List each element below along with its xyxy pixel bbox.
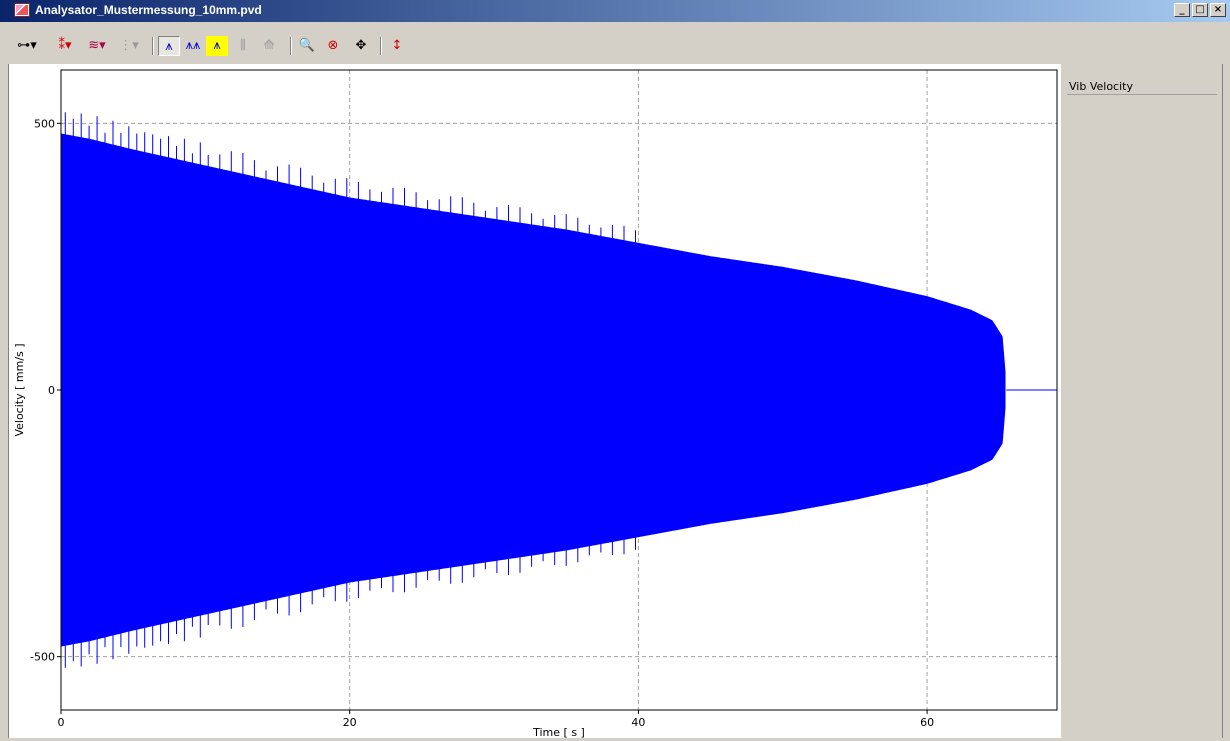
signal-envelope bbox=[60, 133, 1006, 647]
legend-panel: Vib Velocity bbox=[1060, 64, 1222, 738]
x-tick-label: 0 bbox=[58, 716, 65, 729]
close-button[interactable]: × bbox=[1210, 3, 1226, 17]
zoom-icon[interactable]: 🔍 bbox=[298, 38, 316, 53]
y-axis-label: Velocity [ mm/s ] bbox=[13, 343, 26, 436]
double-peak-icon[interactable]: ⩚⩚ bbox=[185, 38, 201, 53]
toolbar-separator bbox=[380, 37, 382, 55]
title-bar: Analysator_Mustermessung_10mm.pvd _ □ × bbox=[0, 0, 1230, 22]
window-edge bbox=[1222, 64, 1230, 738]
toolbar: ⊶▾ ⁑▾ ≋▾ ⋮▾ ⩚ ⩚⩚ ⩚ ⫼ ⟰ 🔍 ⊗ ✥ ↕ bbox=[0, 22, 1230, 64]
legend-divider bbox=[1067, 94, 1217, 95]
multi-peak-icon[interactable]: ⫼ bbox=[240, 38, 246, 53]
toolbar-separator bbox=[152, 37, 154, 55]
window-title: Analysator_Mustermessung_10mm.pvd bbox=[35, 3, 262, 17]
y-tick-label: 0 bbox=[48, 384, 55, 397]
cursor-tool-icon[interactable]: ⊶▾ bbox=[17, 38, 37, 53]
peak-view-icon[interactable]: ⩚ bbox=[158, 36, 180, 56]
x-tick-label: 20 bbox=[343, 716, 357, 729]
legend-channel-label[interactable]: Vib Velocity bbox=[1069, 80, 1133, 93]
minimize-button[interactable]: _ bbox=[1174, 3, 1190, 17]
highlight-peak-icon[interactable]: ⩚ bbox=[206, 36, 228, 56]
plot-area[interactable]: 0 20 40 60 500 0 -500 Time [ s ] Velocity [ mm/s… bbox=[8, 64, 1060, 739]
scale-icon[interactable]: ↕ bbox=[391, 38, 403, 53]
filter-tool-icon[interactable]: ≋▾ bbox=[88, 38, 106, 53]
maximize-button[interactable]: □ bbox=[1192, 3, 1208, 17]
x-axis-label: Time [ s ] bbox=[532, 726, 585, 738]
x-tick-label: 40 bbox=[631, 716, 645, 729]
toolbar-separator bbox=[290, 37, 292, 55]
peak-marker-icon[interactable]: ⟰ bbox=[263, 38, 275, 53]
signal-spikes bbox=[64, 112, 636, 668]
y-tick-label: -500 bbox=[30, 651, 55, 664]
channel-tool-icon[interactable]: ⋮▾ bbox=[119, 38, 139, 53]
y-tick-label: 500 bbox=[34, 117, 55, 130]
chart-app-icon bbox=[14, 3, 30, 17]
velocity-chart[interactable]: 0 20 40 60 500 0 -500 Time [ s ] Velocity [ mm/s… bbox=[9, 64, 1060, 739]
zoom-reset-icon[interactable]: ⊗ bbox=[327, 38, 339, 53]
marker-tool-icon[interactable]: ⁑▾ bbox=[58, 38, 72, 53]
pan-icon[interactable]: ✥ bbox=[355, 38, 367, 53]
x-tick-label: 60 bbox=[920, 716, 934, 729]
